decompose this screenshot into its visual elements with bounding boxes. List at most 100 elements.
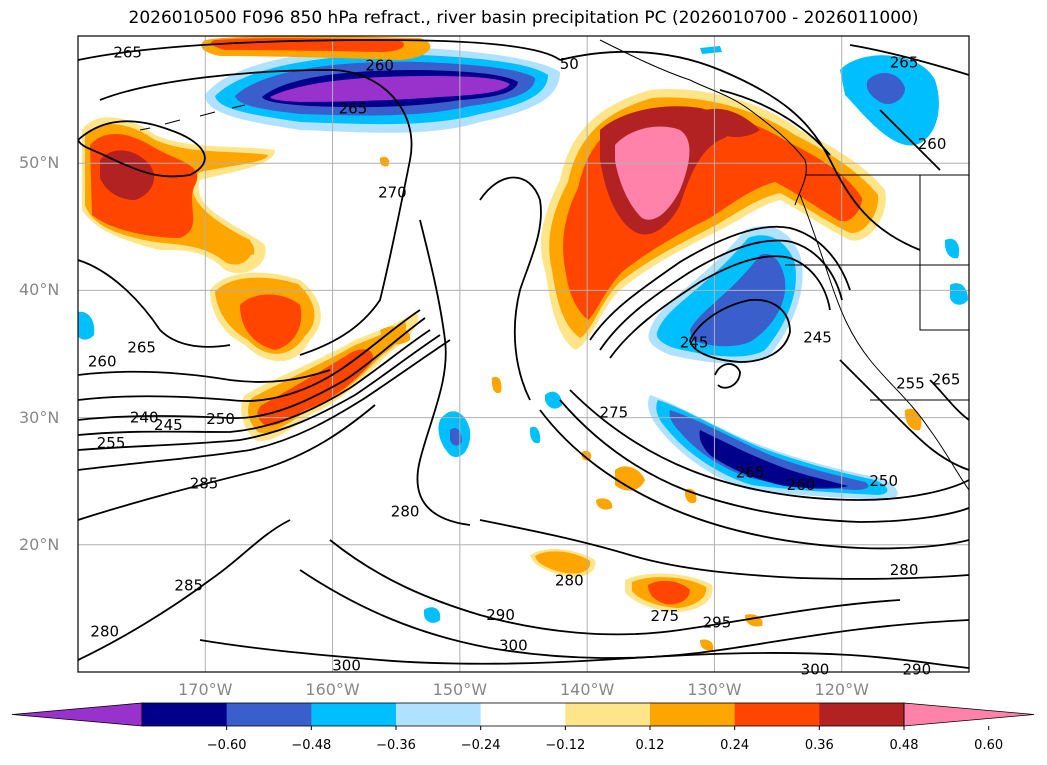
contour-line [78,259,231,348]
contour-line [479,519,969,580]
colorbar-extend-high [903,702,1035,727]
contour-line [479,176,542,401]
contour-line [78,519,291,661]
contour-label: 260 [918,135,947,153]
lat-tick-label: 20°N [19,534,60,554]
contour-label: 245 [680,334,709,352]
contour-label: 285 [174,577,203,595]
contour-line [719,89,831,156]
shade-cyan-small-2 [545,391,562,409]
shade-orange-small-10 [380,326,411,345]
colorbar-swatch [142,703,228,726]
shade-cyan-east-edge [950,283,968,305]
contour-line [78,329,431,436]
shade-cyan-west-edge [78,311,95,340]
shade-blue-ne [866,73,905,105]
contour-label: 265 [932,370,961,388]
colorbar-tick-label: −0.24 [460,738,501,753]
contour-line [599,239,843,351]
shade-orange-south [535,551,591,574]
colorbar-swatch [734,703,820,726]
contour-line [78,339,451,471]
contour-line [559,50,921,251]
contour-label: 280 [90,622,119,640]
refractivity-contours [78,39,969,669]
contour-line [879,109,941,171]
contour-label: 245 [154,416,183,434]
contour-label: 240 [130,409,159,427]
contour-line [78,317,426,421]
shade-cyan-small-3 [530,426,541,444]
contour-label: 290 [902,660,931,678]
shade-blue-small-1 [450,428,462,446]
contour-line [589,225,851,341]
shade-darkred-coast [704,108,760,138]
lat-tick-label: 50°N [19,153,60,173]
precip-shading [78,36,968,651]
colorbar-swatch [226,703,312,726]
contour-line [78,39,561,61]
shade-orange-small-7 [491,376,502,394]
shade-cyan-nw-top [700,46,722,54]
gridlines [78,36,969,672]
contour-label: 280 [391,503,420,521]
contour-label: 275 [650,607,679,625]
lon-tick-label: 130°W [687,680,742,699]
colorbar-swatch [480,703,566,726]
contour-label: 300 [499,636,528,654]
lon-tick-label: 170°W [178,680,233,699]
coastline-aleutians [139,104,246,131]
contour-line [416,219,471,526]
colorbar-frame [141,702,905,727]
shade-cyan-band [656,400,888,495]
shade-orange-small-9 [236,238,255,256]
colorbar-swatch [396,703,482,726]
border-state-2 [919,175,969,331]
coastline-na-west [799,194,969,491]
contour-label: 260 [787,476,816,494]
colorbar-swatch [311,703,397,726]
lon-tick-label: 150°W [432,680,488,699]
shade-pink-ne [615,126,690,220]
contour-label: 245 [803,328,832,346]
contour-label: 270 [378,183,407,201]
plot-frame [77,35,970,673]
contour-label: 295 [703,613,732,631]
colorbar-tick-label: −0.48 [291,738,332,753]
contour-line [199,639,969,669]
contour-label: 255 [97,434,126,452]
shade-orange-small-11 [581,450,592,461]
contour-label: 300 [801,660,830,678]
shade-red-south-2 [648,580,690,605]
contour-label: 290 [486,606,515,624]
shade-orange-small-8 [379,156,390,167]
contour-label: 255 [896,374,925,392]
chart-title: 2026010500 F096 850 hPa refract., river … [128,8,919,28]
contour-label: 265 [127,339,156,357]
shade-cyan-small-4 [424,607,441,623]
shade-purple-north [270,76,510,102]
contour-label: 250 [206,410,235,428]
colorbar [11,702,1035,730]
contour-label: 275 [600,404,629,422]
contour-label: 285 [190,475,219,493]
contour-line [539,409,969,550]
contour-line [569,389,969,501]
lon-tick-label: 120°W [814,680,869,699]
contour-line [609,255,831,359]
contour-label: 300 [332,657,361,675]
contour-label: 280 [890,561,919,579]
contour-label: 260 [365,56,394,74]
contour-label: 280 [555,571,584,589]
lon-tick-label: 160°W [305,680,360,699]
contour-label: 50 [560,55,579,73]
colorbar-tick-label: 0.36 [804,738,834,753]
colorbar-tick-label: 0.24 [720,738,750,753]
contour-label: 260 [88,353,117,371]
colorbar-tick-label: −0.60 [206,738,247,753]
shade-blue-low [690,253,786,347]
contour-label: 265 [890,54,919,72]
shade-orange-small-6 [904,408,922,431]
contour-line [78,404,376,521]
